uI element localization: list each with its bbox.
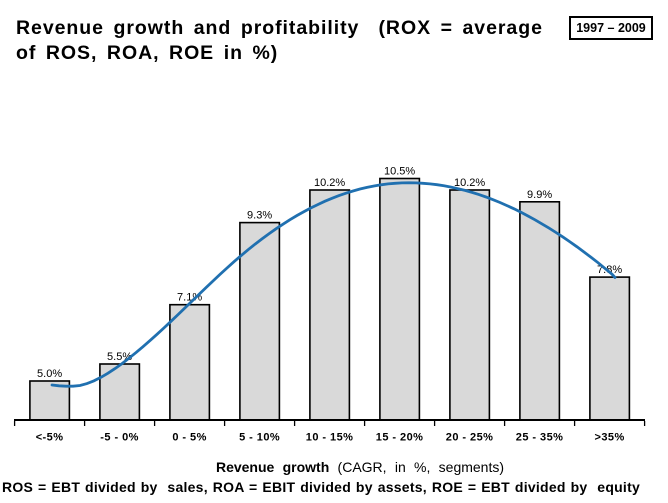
svg-text:10 - 15%: 10 - 15% (306, 432, 354, 444)
svg-text:5.0%: 5.0% (37, 368, 62, 380)
svg-text:15 - 20%: 15 - 20% (376, 432, 424, 444)
svg-text:10.2%: 10.2% (314, 177, 345, 189)
svg-text:>35%: >35% (594, 432, 624, 444)
svg-text:5 - 10%: 5 - 10% (239, 432, 280, 444)
svg-text:7.1%: 7.1% (177, 292, 202, 304)
svg-text:10.5%: 10.5% (384, 166, 415, 178)
svg-text:-5 - 0%: -5 - 0% (100, 432, 139, 444)
svg-text:9.3%: 9.3% (247, 210, 272, 222)
svg-text:0 - 5%: 0 - 5% (172, 432, 207, 444)
svg-text:20 - 25%: 20 - 25% (446, 432, 494, 444)
svg-text:10.2%: 10.2% (454, 177, 485, 189)
svg-text:25 - 35%: 25 - 35% (516, 432, 564, 444)
svg-text:9.9%: 9.9% (527, 189, 552, 201)
svg-text:<-5%: <-5% (36, 432, 64, 444)
